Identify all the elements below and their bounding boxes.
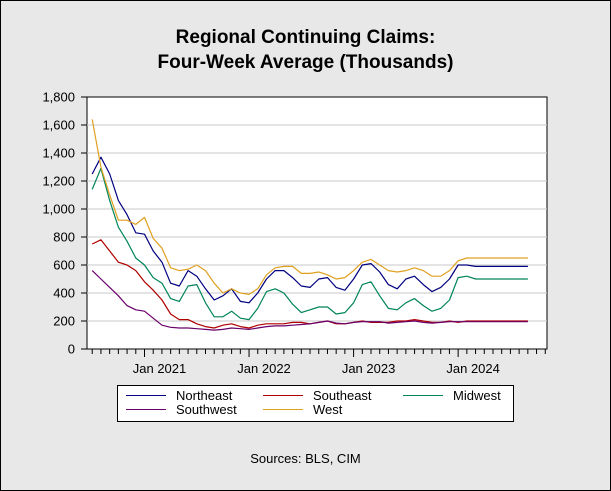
legend-label-southwest: Southwest	[176, 402, 237, 417]
chart-title-line-1: Regional Continuing Claims:	[175, 27, 436, 48]
y-tick-label: 200	[53, 314, 75, 329]
legend-label-southeast: Southeast	[313, 388, 372, 403]
y-tick-label: 1,200	[42, 174, 75, 189]
series-line-southwest	[91, 270, 528, 331]
y-tick-label: 600	[53, 258, 75, 273]
series-line-northeast	[91, 156, 528, 304]
legend-item-northeast: Northeast	[126, 388, 232, 403]
legend-swatch-west	[263, 409, 303, 410]
y-tick-label: 400	[53, 286, 75, 301]
y-tick-label: 1,600	[42, 118, 75, 133]
y-tick-label: 1,800	[42, 90, 75, 105]
legend-item-southeast: Southeast	[263, 388, 372, 403]
legend-label-west: West	[313, 402, 343, 417]
legend-label-northeast: Northeast	[176, 388, 233, 403]
plot-area	[86, 96, 548, 350]
x-tick-label: Jan 2024	[446, 361, 500, 376]
y-tick-label: 800	[53, 230, 75, 245]
legend-swatch-southwest	[126, 409, 166, 410]
legend-swatch-northeast	[126, 395, 166, 396]
legend-item-southwest: Southwest	[126, 402, 237, 417]
source-note: Sources: BLS, CIM	[250, 451, 361, 466]
x-axis: Jan 2021 Jan 2022 Jan 2023 Jan 2024	[91, 349, 546, 376]
x-tick-label: Jan 2021	[133, 361, 187, 376]
x-tick-label: Jan 2023	[342, 361, 396, 376]
y-tick-label: 1,400	[42, 146, 75, 161]
series-line-midwest	[91, 167, 528, 321]
y-tick-label: 0	[68, 342, 75, 357]
legend: Northeast Southeast Midwest Southwest We…	[117, 385, 514, 422]
series-line-west	[91, 119, 528, 295]
series-lines	[91, 119, 528, 331]
chart-title-line-2: Four-Week Average (Thousands)	[157, 52, 454, 73]
legend-swatch-southeast	[263, 395, 303, 396]
legend-item-midwest: Midwest	[403, 388, 501, 403]
y-tick-label: 1,000	[42, 202, 75, 217]
x-tick-label: Jan 2022	[237, 361, 291, 376]
legend-label-midwest: Midwest	[453, 388, 501, 403]
y-axis: 0 200 400 600 800 1,000 1,200 1,400 1,600 1,800	[42, 90, 87, 357]
legend-swatch-midwest	[403, 395, 443, 396]
legend-item-west: West	[263, 402, 342, 417]
